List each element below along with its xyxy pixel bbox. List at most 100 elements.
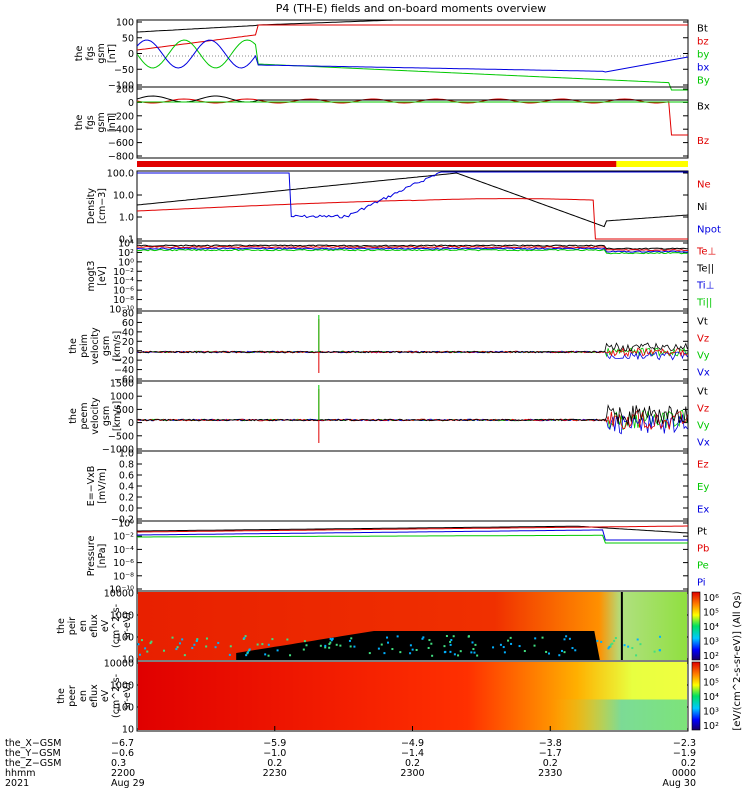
legend-entry: Vx	[697, 438, 710, 449]
x-tick-label: −6.7	[111, 738, 134, 749]
y-tick-label: 80	[122, 309, 134, 320]
spectrogram-pixel	[350, 637, 353, 640]
spectrogram-pixel	[391, 648, 394, 651]
y-axis-label: (cm^2-s-	[111, 674, 122, 718]
spectrogram-pixel	[443, 651, 446, 654]
spectrogram-pixel	[276, 649, 279, 652]
legend-entry: Bt	[697, 24, 708, 35]
spectrogram-pixel	[329, 637, 332, 640]
series-bx	[136, 95, 688, 103]
spectrogram-pixel	[244, 635, 247, 638]
colorbar-gradient	[691, 591, 701, 661]
spectrogram-pixel	[476, 654, 479, 657]
y-axis-label: gsm	[101, 336, 112, 356]
spectrogram-pixel	[450, 639, 453, 642]
panel-fgs: 100 50 0 −50 −100 the fgs gsm [nT] Bt bz by bx By	[74, 18, 710, 92]
legend-entry: Pe	[697, 561, 709, 572]
y-axis-label: fgs	[85, 115, 96, 129]
spectrogram-pixel	[246, 651, 249, 654]
spectrogram-pixel	[623, 644, 626, 647]
colorbar-tick-label: 10⁶	[703, 663, 719, 674]
spectrogram-pixel	[163, 649, 166, 652]
y-tick-label: 10000	[104, 589, 134, 600]
spectrogram-pixel	[499, 643, 502, 646]
x-row-label: 2021	[5, 778, 29, 789]
spectrogram-pixel	[149, 642, 152, 645]
spectrogram-pixel	[658, 649, 661, 652]
legend-entry: Vy	[697, 351, 710, 362]
spectrogram-pixel	[472, 648, 475, 651]
spectrogram-pixel	[510, 642, 513, 645]
series-ne	[136, 198, 688, 240]
y-axis-label: eflux	[89, 684, 100, 708]
legend-entry: Ez	[697, 459, 709, 470]
spectrogram-pixel	[196, 639, 199, 642]
spectrogram-pixel	[267, 643, 270, 646]
y-axis-label: eV	[100, 689, 111, 702]
spectrogram-pixel	[171, 636, 174, 639]
y-tick-label: 10⁻⁶	[113, 558, 134, 569]
x-tick-label: −3.8	[539, 738, 562, 749]
spectrogram-pixel	[217, 641, 220, 644]
x-row-label: the_X−GSM	[5, 738, 61, 749]
series-npot	[137, 171, 688, 219]
y-axis-label: the	[74, 46, 85, 62]
spectrogram-pixel	[409, 652, 412, 655]
legend-entry: Te⊥	[696, 247, 716, 258]
spectrogram-pixel	[144, 647, 147, 650]
y-tick-label: 1000	[110, 392, 134, 403]
y-axis-label: en	[78, 690, 89, 702]
panel-peer: 10000 1000 100 10 the peer en eflux eV (cm^2-s-sr…	[56, 659, 689, 736]
spectrogram-pixel	[600, 640, 603, 643]
panel-frame	[136, 19, 689, 88]
x-tick-label: −1.7	[539, 748, 562, 759]
spectrogram-pixel	[302, 648, 305, 651]
y-tick-label: 10⁻⁴	[113, 545, 134, 556]
y-axis-label: sr-eV)	[122, 682, 133, 710]
series-velocity	[136, 342, 688, 354]
spectrogram-pixel	[329, 641, 332, 644]
panel-frame	[136, 86, 689, 159]
spectrogram-pixel	[229, 645, 232, 648]
colorbar-label: [eV/(cm^2-s-sr-eV)] (All Qs)	[732, 591, 743, 730]
y-tick-label: −1000	[102, 445, 134, 456]
y-tick-label: 10⁻⁴	[113, 276, 134, 287]
y-axis-label: the	[68, 408, 79, 424]
legend-entry: Vz	[697, 404, 709, 415]
mode-bar-slow	[616, 161, 688, 167]
y-axis-label: fgs	[85, 46, 96, 60]
spectrogram-pixel	[470, 651, 473, 654]
y-tick-label: 10⁻⁶	[113, 286, 134, 297]
y-tick-label: 10⁻²	[113, 267, 134, 278]
panel-density: 100.0 10.0 1.0 0.1 Density [cm−3] Ne Ni Npot	[86, 169, 721, 246]
colorbar-tick-label: 10⁵	[703, 678, 719, 689]
spectrogram-pixel	[473, 651, 476, 654]
spectrogram-pixel	[137, 643, 140, 646]
y-tick-label: 0	[128, 49, 134, 60]
spectrogram-pixel	[596, 639, 599, 642]
y-axis-label: Pressure	[86, 536, 97, 577]
mode-bar	[137, 161, 688, 167]
spectrogram-pixel	[183, 654, 186, 657]
legend-entry: Bz	[697, 136, 709, 147]
x-row-label: the_Z−GSM	[5, 758, 61, 769]
legend-entry: by	[697, 50, 709, 61]
series-bz	[136, 24, 688, 51]
spectrogram-pixel	[443, 645, 446, 648]
y-axis-label: [km/s]	[112, 331, 123, 361]
spectrogram-pixel	[261, 643, 264, 646]
spectrogram-pixel	[335, 643, 338, 646]
y-tick-label: 10000	[104, 659, 134, 670]
y-axis-label: gsm	[96, 43, 107, 63]
spectrogram-pixel	[445, 635, 448, 638]
x-tick-label: Aug 29	[111, 778, 145, 789]
legend-entry: bx	[697, 63, 709, 74]
spectrogram-pixel	[457, 654, 460, 657]
spectrogram-pixel	[196, 638, 199, 641]
spectrogram-pixel	[387, 641, 390, 644]
spectrogram-pixel	[609, 645, 612, 648]
y-tick-label: 100	[116, 18, 134, 29]
series-temp	[136, 245, 689, 252]
spectrogram-pixel	[430, 642, 433, 645]
